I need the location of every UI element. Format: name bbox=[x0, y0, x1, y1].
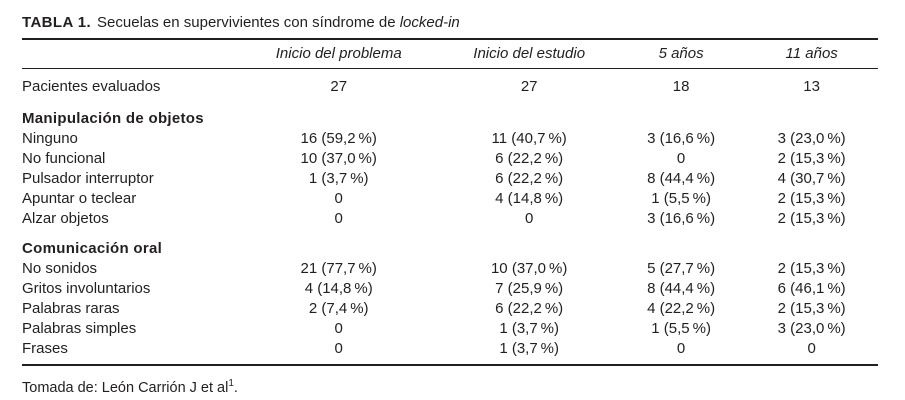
cell-value: 0 bbox=[334, 189, 343, 207]
row-label: Pacientes evaluados bbox=[22, 77, 161, 95]
cell-value: 8 (44,4 %) bbox=[647, 279, 716, 297]
footnote-reference-number: 1 bbox=[228, 377, 234, 389]
table-row-palabras-raras: Palabras raras 2 (7,4 %) 6 (22,2 %) 4 (2… bbox=[22, 299, 878, 319]
cell-value: 2 (15,3 %) bbox=[777, 149, 846, 167]
cell-value: 3 (23,0 %) bbox=[777, 319, 846, 337]
cell-value: 6 (22,2 %) bbox=[495, 149, 564, 167]
column-header-11-anos: 11 años bbox=[745, 39, 878, 69]
row-label: Gritos involuntarios bbox=[22, 279, 151, 297]
cell-value: 8 (44,4 %) bbox=[647, 169, 716, 187]
footnote-text: Tomada de: León Carrión J et al bbox=[22, 379, 229, 396]
cell-value: 2 (15,3 %) bbox=[777, 209, 846, 227]
cell-value: 4 (14,8 %) bbox=[304, 279, 373, 297]
source-footnote: Tomada de: León Carrión J et al1. bbox=[22, 375, 878, 397]
row-label: No funcional bbox=[22, 149, 106, 167]
cell-value: 5 (27,7 %) bbox=[647, 259, 716, 277]
cell-value: 0 bbox=[807, 339, 816, 357]
table-row-pulsador-interruptor: Pulsador interruptor 1 (3,7 %) 6 (22,2 %… bbox=[22, 169, 878, 189]
table-row-ninguno: Ninguno 16 (59,2 %) 11 (40,7 %) 3 (16,6 … bbox=[22, 129, 878, 149]
cell-value: 1 (3,7 %) bbox=[499, 319, 560, 337]
cell-value: 4 (30,7 %) bbox=[777, 169, 846, 187]
cell-value: 3 (16,6 %) bbox=[647, 129, 716, 147]
table-row-pacientes-evaluados: Pacientes evaluados 27 27 18 13 bbox=[22, 68, 878, 99]
cell-value: 16 (59,2 %) bbox=[300, 129, 377, 147]
cell-value: 27 bbox=[330, 77, 348, 95]
table-number: TABLA 1. bbox=[22, 14, 92, 31]
cell-value: 10 (37,0 %) bbox=[490, 259, 568, 277]
cell-value: 2 (7,4 %) bbox=[308, 299, 369, 317]
cell-value: 1 (5,5 %) bbox=[651, 189, 711, 207]
row-label: Pulsador interruptor bbox=[22, 169, 154, 187]
cell-value: 1 (5,5 %) bbox=[651, 319, 711, 337]
column-header-5-anos: 5 años bbox=[616, 39, 746, 69]
section-heading-row-comunicacion: Comunicación oral bbox=[22, 229, 878, 259]
cell-value: 0 bbox=[334, 319, 343, 337]
cell-value: 0 bbox=[525, 209, 534, 227]
table-row-no-funcional: No funcional 10 (37,0 %) 6 (22,2 %) 0 2 … bbox=[22, 149, 878, 169]
cell-value: 7 (25,9 %) bbox=[495, 279, 564, 297]
cell-value: 10 (37,0 %) bbox=[300, 149, 377, 167]
cell-value: 11 (40,7 %) bbox=[491, 129, 567, 147]
row-label: No sonidos bbox=[22, 259, 98, 277]
cell-value: 4 (22,2 %) bbox=[647, 299, 716, 317]
cell-value: 27 bbox=[520, 77, 538, 95]
cell-value: 2 (15,3 %) bbox=[777, 189, 846, 207]
table-title: TABLA 1. Secuelas en supervivientes con s… bbox=[22, 13, 878, 33]
sequelae-table: Inicio del problema Inicio del estudio 5… bbox=[22, 38, 878, 366]
table-row-frases: Frases 0 1 (3,7 %) 0 0 bbox=[22, 339, 878, 365]
row-label: Palabras raras bbox=[22, 299, 120, 317]
cell-value: 0 bbox=[334, 339, 343, 357]
cell-value: 1 (3,7 %) bbox=[308, 169, 369, 187]
cell-value: 6 (22,2 %) bbox=[495, 169, 564, 187]
table-caption-italic-term: locked-in bbox=[399, 14, 460, 31]
cell-value: 4 (14,8 %) bbox=[495, 189, 564, 207]
cell-value: 21 (77,7 %) bbox=[300, 259, 377, 277]
cell-value: 6 (46,1 %) bbox=[777, 279, 846, 297]
table-row-no-sonidos: No sonidos 21 (77,7 %) 10 (37,0 %) 5 (27… bbox=[22, 259, 878, 279]
header-row: Inicio del problema Inicio del estudio 5… bbox=[22, 39, 878, 69]
cell-value: 0 bbox=[676, 339, 686, 357]
cell-value: 3 (16,6 %) bbox=[647, 209, 716, 227]
cell-value: 0 bbox=[676, 149, 686, 167]
cell-value: 0 bbox=[334, 209, 343, 227]
table-caption: Secuelas en supervivientes con síndrome … bbox=[97, 14, 396, 31]
column-header-inicio-estudio: Inicio del estudio bbox=[441, 39, 617, 69]
row-label: Palabras simples bbox=[22, 319, 137, 337]
section-heading: Manipulación de objetos bbox=[22, 109, 204, 127]
cell-value: 13 bbox=[803, 77, 820, 95]
header-empty-cell bbox=[22, 39, 236, 69]
row-label: Alzar objetos bbox=[22, 209, 109, 227]
cell-value: 1 (3,7 %) bbox=[499, 339, 560, 357]
cell-value: 6 (22,2 %) bbox=[495, 299, 564, 317]
section-heading-row-manipulacion: Manipulación de objetos bbox=[22, 99, 878, 129]
section-heading: Comunicación oral bbox=[22, 239, 163, 257]
cell-value: 2 (15,3 %) bbox=[777, 259, 846, 277]
table-row-gritos-involuntarios: Gritos involuntarios 4 (14,8 %) 7 (25,9 … bbox=[22, 279, 878, 299]
row-label: Apuntar o teclear bbox=[22, 189, 137, 207]
cell-value: 2 (15,3 %) bbox=[777, 299, 846, 317]
footnote-period: . bbox=[233, 379, 238, 396]
row-label: Ninguno bbox=[22, 129, 78, 147]
cell-value: 18 bbox=[672, 77, 690, 95]
cell-value: 3 (23,0 %) bbox=[777, 129, 846, 147]
table-row-apuntar-o-teclear: Apuntar o teclear 0 4 (14,8 %) 1 (5,5 %)… bbox=[22, 189, 878, 209]
row-label: Frases bbox=[22, 339, 68, 357]
table-row-alzar-objetos: Alzar objetos 0 0 3 (16,6 %) 2 (15,3 %) bbox=[22, 209, 878, 229]
column-header-inicio-problema: Inicio del problema bbox=[236, 39, 442, 69]
table-row-palabras-simples: Palabras simples 0 1 (3,7 %) 1 (5,5 %) 3… bbox=[22, 319, 878, 339]
